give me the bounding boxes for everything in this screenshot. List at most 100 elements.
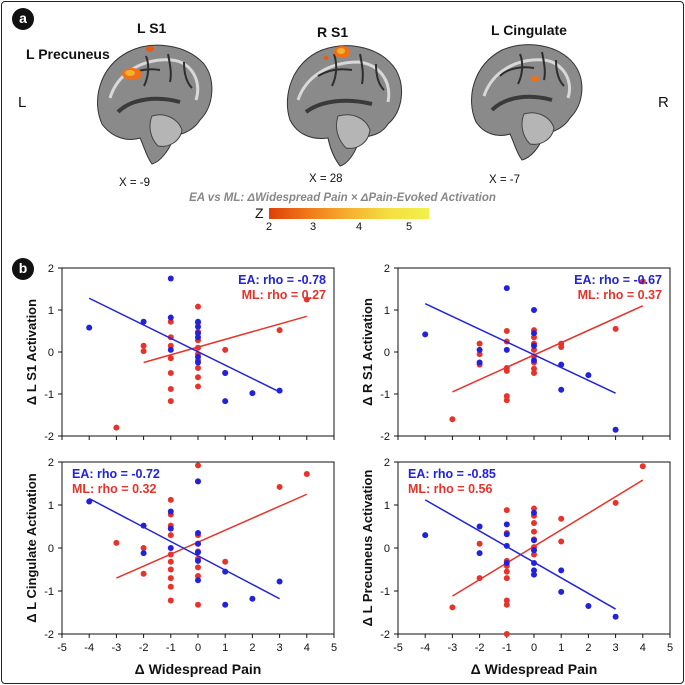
ml-point	[503, 393, 510, 400]
label-l-precuneus: L Precuneus	[26, 46, 110, 62]
ml-point	[167, 318, 174, 325]
ml-point	[167, 575, 174, 582]
panel-a-badge: a	[12, 8, 34, 30]
ea-point	[195, 354, 201, 361]
ea-point	[503, 346, 510, 353]
x-tick-label: 5	[667, 642, 673, 654]
ml-point	[639, 463, 646, 470]
colorbar-tick: 2	[266, 221, 273, 233]
ml-point	[531, 334, 537, 341]
ea-rho-label: EA: rho = -0.85	[408, 467, 496, 481]
ea-point	[276, 387, 283, 394]
ea-point	[558, 567, 565, 574]
ml-point	[167, 558, 174, 565]
ml-point	[195, 564, 201, 571]
ml-point	[276, 483, 283, 490]
x-tick-label: -5	[57, 642, 67, 654]
ea-rho-label: EA: rho = -0.72	[72, 467, 160, 481]
x-tick-label: -1	[502, 642, 512, 654]
ml-point	[531, 505, 537, 512]
ml-point	[222, 558, 229, 565]
ml-point	[531, 520, 537, 527]
ea-point	[140, 318, 147, 325]
ml-point	[195, 383, 201, 390]
y-tick-label: 1	[384, 500, 390, 512]
ea-point	[585, 603, 592, 610]
ea-point	[249, 595, 256, 602]
colorbar-tick: 3	[310, 221, 317, 233]
ml-point	[167, 398, 174, 405]
ea-point	[476, 523, 483, 530]
ea-point	[531, 571, 537, 578]
brain-image-l-cingulate	[471, 44, 583, 161]
x-tick-label: 1	[222, 642, 228, 654]
colorbar-tick: 5	[406, 221, 413, 233]
ml-point	[195, 462, 201, 469]
ml-rho-label: ML: rho = 0.56	[408, 482, 492, 496]
ml-point	[195, 374, 201, 381]
ea-point	[195, 318, 201, 325]
ea-point	[531, 307, 537, 313]
ea-point	[140, 550, 147, 557]
ea-point	[195, 549, 201, 556]
ml-point	[476, 340, 483, 347]
ea-point	[222, 398, 229, 405]
ml-point	[303, 471, 310, 478]
ml-point	[195, 364, 201, 371]
ml-point	[531, 370, 537, 376]
ml-point	[503, 328, 510, 334]
ml-point	[167, 566, 174, 573]
ea-point	[195, 557, 201, 564]
x-tick-label: 0	[195, 642, 201, 654]
ml-point	[222, 346, 229, 353]
ml-point	[531, 528, 537, 535]
left-side-marker: L	[18, 94, 27, 111]
colorbar-tick: 4	[356, 221, 363, 233]
ml-point	[503, 507, 510, 514]
ml-point	[303, 296, 310, 303]
ea-rho-label: EA: rho = -0.78	[238, 273, 326, 287]
ea-point	[503, 521, 510, 528]
ml-point	[167, 597, 174, 604]
y-tick-label: -2	[44, 431, 54, 443]
x-tick-label: -3	[112, 642, 122, 654]
ml-point	[558, 515, 565, 522]
activation-blob-l-s1	[146, 46, 154, 52]
x-tick-label: 3	[613, 642, 619, 654]
scatter-plot-3: 210-1-2-5 -4 -3 -2 -1 0 1 2 3 4 5Δ L Cingulate Act…	[24, 457, 337, 677]
ml-rho-label: ML: rho = 0.27	[242, 288, 326, 302]
ml-point	[503, 631, 510, 637]
ea-point	[222, 601, 229, 608]
x-tick-label: 5	[331, 642, 337, 654]
ea-point	[612, 613, 619, 620]
ea-point	[167, 275, 174, 282]
ea-point	[276, 578, 283, 585]
ea-point	[195, 529, 201, 536]
ml-point	[558, 343, 565, 350]
ea-point	[612, 426, 619, 433]
x-tick-label: 0	[531, 642, 537, 654]
y-tick-label: -2	[44, 629, 54, 641]
x-tick-label: -2	[475, 642, 485, 654]
x-tick-label: 1	[558, 642, 564, 654]
x-tick-label: 2	[249, 642, 255, 654]
ea-point	[422, 532, 429, 539]
ml-point	[503, 601, 510, 608]
ea-point	[167, 508, 174, 515]
ea-point	[195, 540, 201, 547]
activation-blob-l-cingulate	[531, 76, 539, 82]
ml-point	[195, 572, 201, 579]
ea-point	[422, 331, 429, 338]
x-tick-label: 4	[304, 642, 310, 654]
coord-right-s1: X = 28	[309, 173, 343, 185]
ml-point	[531, 551, 537, 558]
ml-point	[167, 583, 174, 590]
ml-point	[167, 532, 174, 539]
ea-point	[249, 390, 256, 397]
ea-point	[531, 547, 537, 554]
y-tick-label: 2	[48, 263, 54, 275]
right-side-marker: R	[658, 94, 669, 111]
y-axis-label: Δ L Cingulate Activation	[24, 473, 39, 623]
ea-point	[476, 346, 483, 353]
colorbar	[269, 208, 429, 219]
